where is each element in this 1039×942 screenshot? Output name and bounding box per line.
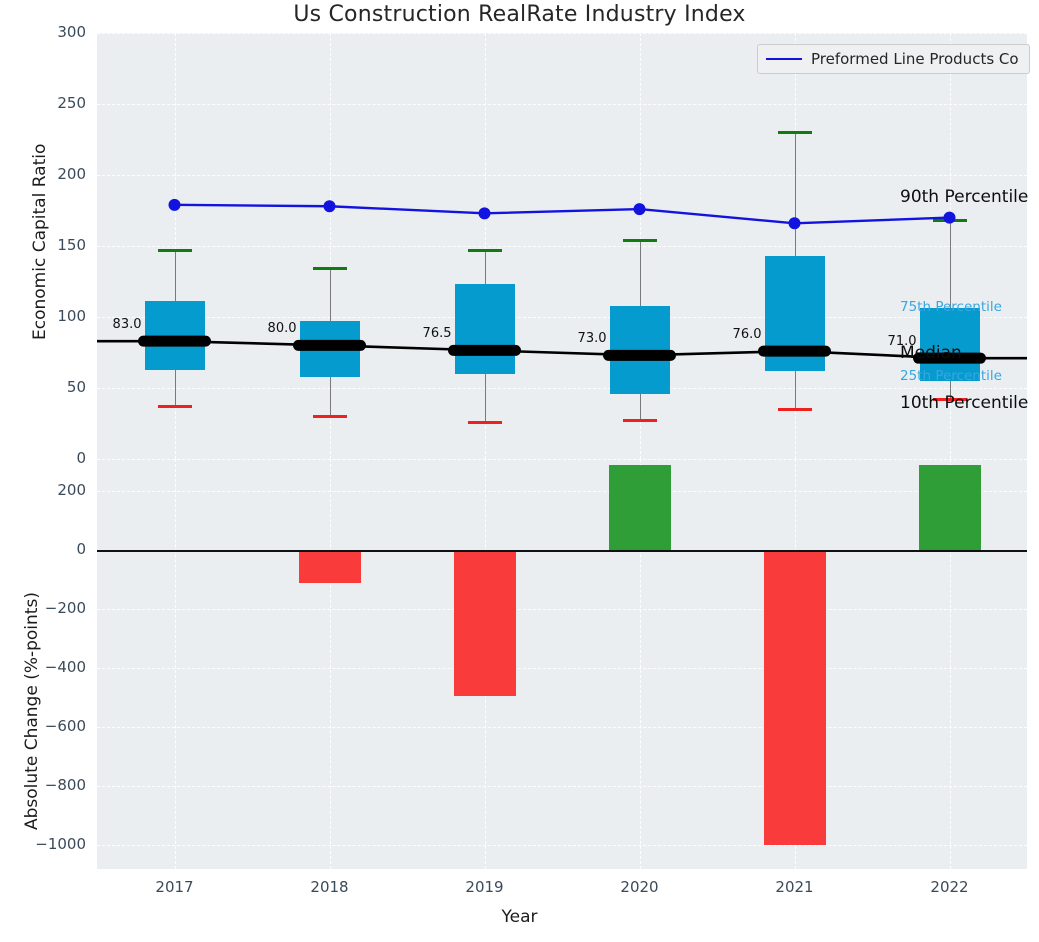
y-tick-label: −1000 xyxy=(35,835,86,854)
x-tick-label: 2017 xyxy=(155,878,194,896)
legend-line-swatch xyxy=(766,58,802,60)
y-tick-label: −600 xyxy=(44,717,86,736)
gridline-horizontal xyxy=(97,317,1027,318)
y-tick-label: 200 xyxy=(57,481,86,500)
absolute-change-bar xyxy=(298,550,361,583)
y-tick-label: 100 xyxy=(57,307,86,325)
bottom-panel-plot-area xyxy=(97,459,1027,869)
gridline-horizontal xyxy=(97,33,1027,34)
company-line-marker xyxy=(788,217,801,230)
y-tick-label: −400 xyxy=(44,658,86,677)
chart-title: Us Construction RealRate Industry Index xyxy=(293,2,746,27)
boxplot-box xyxy=(144,301,205,370)
y-tick-label: 0 xyxy=(76,540,86,559)
company-line-path xyxy=(174,203,950,225)
y-tick-label: 300 xyxy=(57,23,86,41)
absolute-change-bar xyxy=(608,464,671,551)
boxplot-cap-90th xyxy=(777,130,812,134)
boxplot-box xyxy=(919,308,980,381)
boxplot-cap-10th xyxy=(157,405,192,409)
preformed-line-products-line xyxy=(168,198,956,230)
y-tick-label: 0 xyxy=(76,449,86,467)
median-line xyxy=(97,335,1027,364)
boxplot-cap-10th xyxy=(312,414,347,418)
boxplot-cap-90th xyxy=(157,248,192,252)
x-tick-label: 2021 xyxy=(775,878,814,896)
median-value-label: 80.0 xyxy=(267,321,297,337)
legend-label: Preformed Line Products Co xyxy=(811,50,1019,68)
x-tick-label: 2019 xyxy=(465,878,504,896)
x-tick-label: 2022 xyxy=(930,878,969,896)
gridline-horizontal xyxy=(97,845,1027,847)
boxplot-cap-10th xyxy=(467,420,502,424)
company-line-marker xyxy=(323,200,336,213)
gridline-vertical xyxy=(949,459,951,869)
chart-legend[interactable]: Preformed Line Products Co xyxy=(757,44,1030,74)
x-tick-label: 2018 xyxy=(310,878,349,896)
gridline-horizontal xyxy=(97,459,1027,460)
gridline-horizontal xyxy=(97,388,1027,389)
percentile-annotation: 10th Percentile xyxy=(900,392,1029,413)
median-value-label: 83.0 xyxy=(112,317,142,333)
boxplot-cap-10th xyxy=(622,419,657,423)
y-tick-label: 150 xyxy=(57,236,86,254)
gridline-vertical xyxy=(329,459,331,869)
company-line-marker xyxy=(943,211,956,224)
gridline-horizontal xyxy=(97,246,1027,247)
percentile-annotation: Median xyxy=(900,343,962,364)
y-tick-label: −800 xyxy=(44,776,86,795)
gridline-vertical xyxy=(639,459,641,869)
median-value-label: 76.0 xyxy=(732,327,762,343)
boxplot-cap-10th xyxy=(932,397,967,401)
boxplot-box xyxy=(609,305,670,394)
y-tick-label: −200 xyxy=(44,599,86,618)
zero-baseline xyxy=(97,550,1027,553)
gridline-vertical xyxy=(329,33,331,459)
gridline-horizontal xyxy=(97,786,1027,788)
y-tick-label: 250 xyxy=(57,94,86,112)
percentile-annotation: 75th Percentile xyxy=(900,298,1002,315)
boxplot-cap-10th xyxy=(777,407,812,411)
gridline-horizontal xyxy=(97,668,1027,670)
x-tick-label: 2020 xyxy=(620,878,659,896)
median-value-label: 76.5 xyxy=(422,326,452,342)
gridline-horizontal xyxy=(97,175,1027,176)
absolute-change-bar xyxy=(453,550,516,697)
y-tick-label: 50 xyxy=(66,378,86,396)
gridline-horizontal xyxy=(97,491,1027,493)
percentile-annotation: 25th Percentile xyxy=(900,368,1002,385)
median-value-label: 73.0 xyxy=(577,331,607,347)
y-axis-label-bottom: Absolute Change (%-points) xyxy=(22,592,42,830)
boxplot-cap-90th xyxy=(467,248,502,252)
company-line-marker xyxy=(633,203,646,216)
boxplot-box xyxy=(454,284,515,374)
gridline-horizontal xyxy=(97,609,1027,611)
gridline-vertical xyxy=(174,459,176,869)
gridline-horizontal xyxy=(97,104,1027,105)
median-value-label: 71.0 xyxy=(887,334,917,350)
company-line-marker xyxy=(478,207,491,220)
gridline-vertical xyxy=(484,33,486,459)
percentile-annotation: 90th Percentile xyxy=(900,186,1029,207)
gridline-vertical xyxy=(174,33,176,459)
y-axis-label-top: Economic Capital Ratio xyxy=(30,143,50,340)
boxplot-cap-90th xyxy=(622,238,657,242)
absolute-change-bar xyxy=(763,550,826,846)
boxplot-cap-90th xyxy=(312,267,347,271)
absolute-change-bar xyxy=(918,464,981,551)
company-line-marker xyxy=(168,198,181,211)
y-tick-label: 200 xyxy=(57,165,86,183)
gridline-horizontal xyxy=(97,727,1027,729)
x-axis-label: Year xyxy=(501,907,538,927)
